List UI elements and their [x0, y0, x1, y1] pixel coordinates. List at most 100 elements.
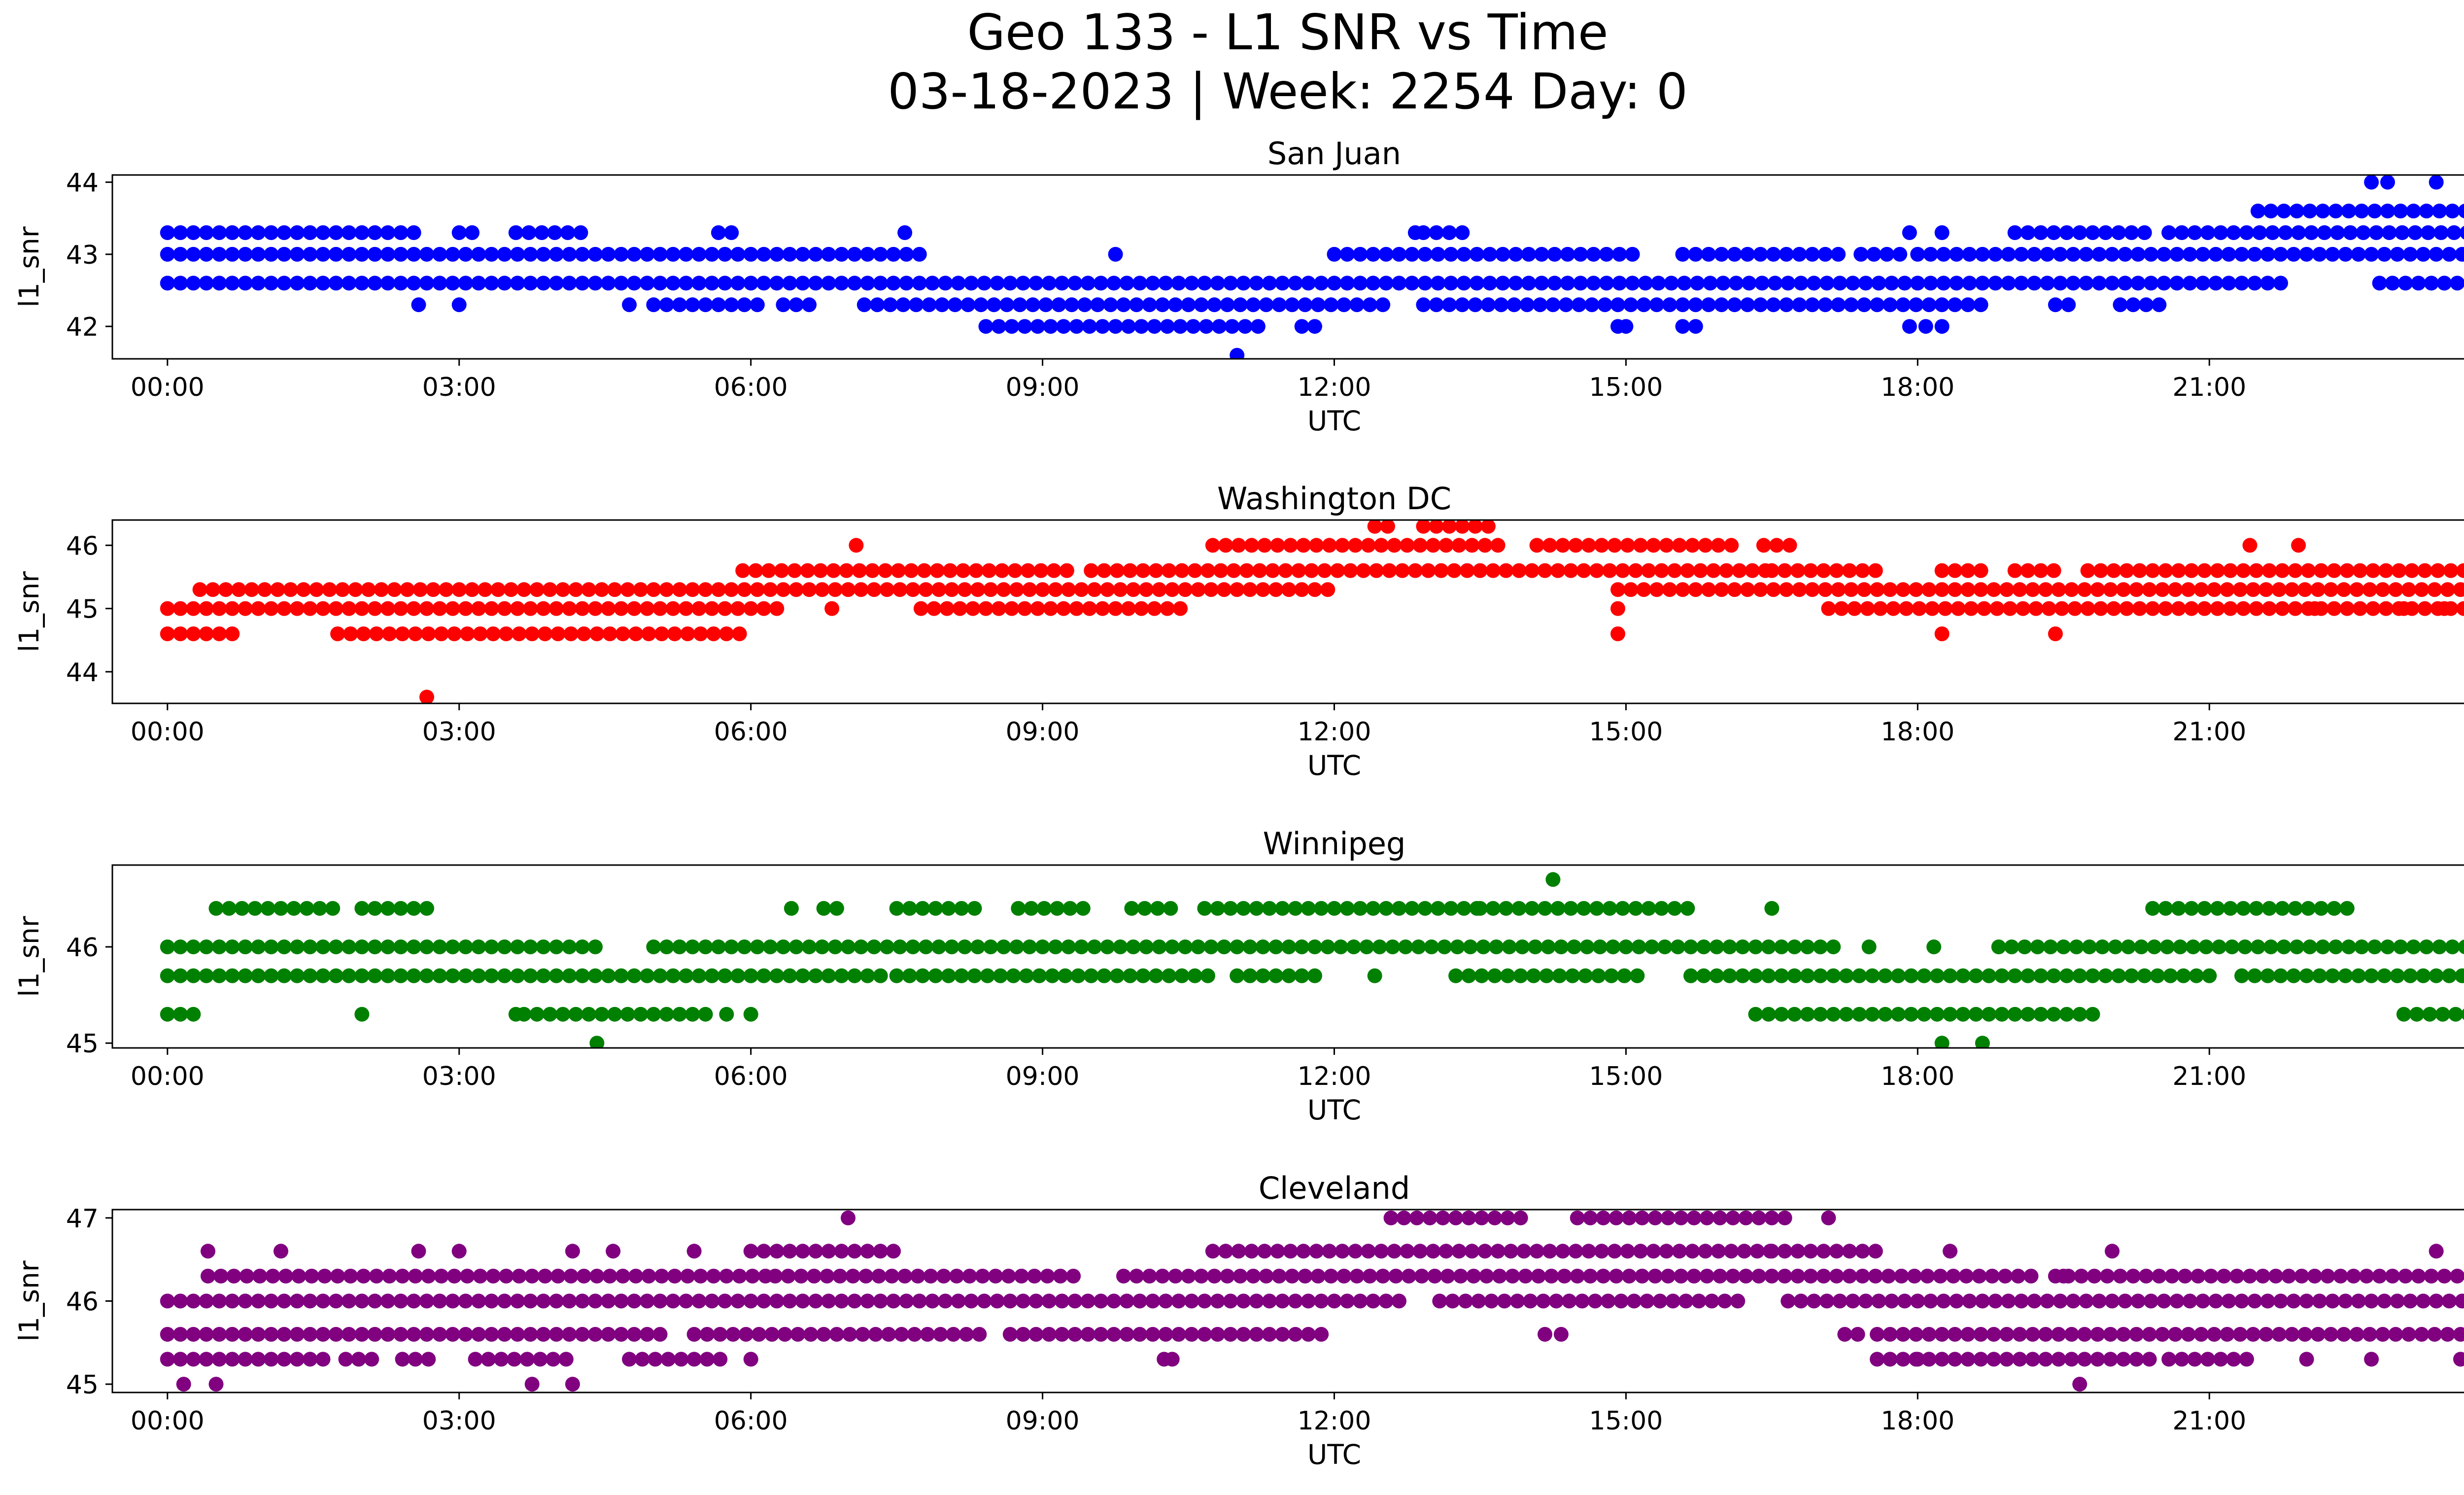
- data-point: [680, 626, 695, 641]
- data-point: [699, 1352, 715, 1367]
- data-point: [1456, 901, 1472, 916]
- data-point: [529, 582, 545, 597]
- data-point: [2429, 1293, 2444, 1309]
- data-point: [315, 246, 331, 262]
- data-point: [1466, 1268, 1481, 1284]
- data-point: [1353, 276, 1368, 291]
- data-point: [1392, 901, 1406, 916]
- data-point: [573, 225, 588, 240]
- data-point: [1909, 1327, 1924, 1342]
- data-point: [225, 939, 240, 954]
- data-point: [1923, 1293, 1938, 1309]
- data-point: [2247, 968, 2262, 983]
- data-point: [588, 1327, 603, 1342]
- data-point: [1787, 968, 1802, 983]
- data-point: [1372, 939, 1387, 954]
- data-point: [289, 601, 305, 616]
- data-point: [1581, 538, 1596, 553]
- data-point: [2260, 968, 2275, 983]
- data-point: [2430, 563, 2445, 578]
- x-axis-label: UTC: [1307, 750, 1361, 781]
- data-point: [1592, 939, 1608, 954]
- data-point: [1534, 276, 1549, 291]
- data-point: [1310, 1268, 1326, 1284]
- data-point: [1197, 1293, 1212, 1309]
- data-point: [538, 626, 552, 641]
- data-point: [648, 1352, 663, 1367]
- data-point: [1249, 1293, 1264, 1309]
- data-point: [2106, 563, 2122, 578]
- data-point: [1412, 1244, 1428, 1259]
- data-point: [2299, 968, 2314, 983]
- x-tick-label: 09:00: [1006, 373, 1080, 402]
- data-point: [1100, 582, 1115, 597]
- data-point: [2429, 1244, 2444, 1259]
- data-point: [756, 1244, 771, 1259]
- data-point: [550, 1268, 566, 1284]
- data-point: [419, 1293, 434, 1309]
- data-point: [2017, 939, 2032, 954]
- data-point: [1882, 582, 1898, 597]
- data-point: [1059, 563, 1074, 578]
- data-point: [2105, 276, 2120, 291]
- data-point: [1448, 968, 1464, 983]
- data-point: [2116, 1327, 2131, 1342]
- data-point: [1203, 939, 1219, 954]
- data-point: [199, 276, 214, 291]
- data-point: [691, 246, 707, 262]
- data-point: [1608, 1268, 1624, 1284]
- data-point: [2105, 246, 2120, 262]
- data-point: [2285, 1327, 2299, 1342]
- data-point: [1730, 1293, 1745, 1309]
- data-point: [471, 601, 486, 616]
- data-point: [1902, 319, 1917, 334]
- data-point: [2001, 246, 2016, 262]
- data-point: [1951, 601, 1966, 616]
- data-point: [951, 276, 966, 291]
- data-point: [2159, 939, 2175, 954]
- data-point: [1667, 563, 1682, 578]
- data-point: [718, 1293, 732, 1309]
- data-point: [614, 1327, 629, 1342]
- data-point: [406, 901, 421, 916]
- data-point: [1524, 563, 1540, 578]
- data-point: [2184, 563, 2199, 578]
- data-point: [395, 1268, 410, 1284]
- data-point: [264, 601, 279, 616]
- data-point: [1348, 538, 1363, 553]
- data-point: [2271, 582, 2287, 597]
- data-point: [1670, 939, 1685, 954]
- data-point: [338, 1352, 353, 1367]
- data-point: [1041, 1327, 1057, 1342]
- data-point: [640, 601, 655, 616]
- data-point: [1635, 1210, 1650, 1225]
- data-point: [1960, 1327, 1976, 1342]
- data-point: [549, 1293, 564, 1309]
- data-point: [936, 1268, 951, 1284]
- data-point: [1207, 297, 1222, 313]
- data-point: [575, 1327, 590, 1342]
- data-point: [238, 601, 253, 616]
- data-point: [2359, 1268, 2374, 1284]
- data-point: [839, 563, 854, 578]
- data-point: [841, 1210, 856, 1225]
- data-point: [788, 582, 804, 597]
- data-point: [915, 968, 930, 983]
- data-point: [2446, 225, 2462, 240]
- y-tick-label: 46: [66, 531, 99, 561]
- data-point: [309, 582, 324, 597]
- data-point: [1834, 601, 1849, 616]
- data-point: [2182, 1293, 2197, 1309]
- data-point: [1004, 319, 1020, 334]
- data-point: [1540, 939, 1556, 954]
- data-point: [2147, 939, 2162, 954]
- data-point: [1147, 601, 1162, 616]
- data-point: [706, 1268, 721, 1284]
- x-tick-label: 12:00: [1298, 717, 1371, 747]
- data-point: [1121, 601, 1136, 616]
- data-point: [1017, 601, 1032, 616]
- data-point: [1899, 601, 1914, 616]
- data-point: [1014, 1268, 1029, 1284]
- data-point: [1955, 968, 1971, 983]
- data-point: [854, 939, 869, 954]
